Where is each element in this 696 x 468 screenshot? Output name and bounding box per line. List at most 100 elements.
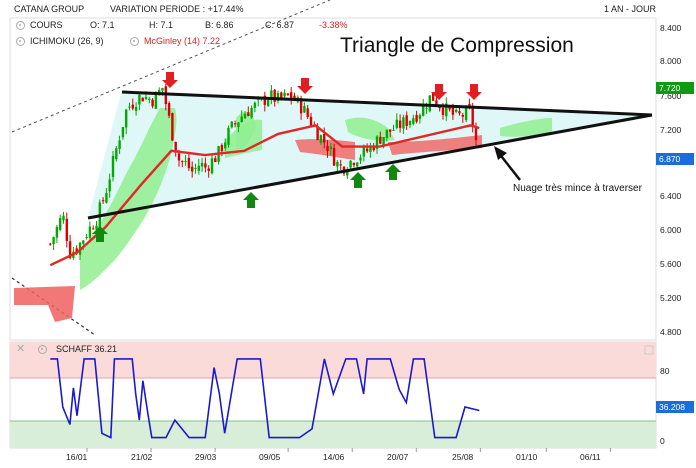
candle-body [418, 115, 422, 119]
cloud-bull [500, 118, 552, 137]
mcginley-line [49, 124, 480, 267]
down-arrow-icon [431, 84, 447, 100]
mcginley-price-tag: 7.720 [656, 82, 694, 94]
gear-icon[interactable] [38, 345, 47, 354]
candle-body [352, 163, 356, 166]
candle-body [379, 136, 382, 144]
x-tick-marks [86, 448, 611, 452]
candle-body [52, 237, 55, 245]
candle-body [382, 136, 385, 146]
candle-body [319, 135, 323, 143]
candle-body [220, 145, 224, 152]
candle-body [181, 161, 184, 163]
candle-body [461, 115, 464, 117]
candle-body [200, 163, 204, 167]
candle-body [59, 218, 62, 230]
price-panel-frame [9, 17, 657, 341]
candle-body [276, 92, 280, 102]
close-icon[interactable]: ✕ [16, 343, 26, 355]
top-arrows [162, 72, 482, 100]
candle-body [451, 107, 455, 115]
candle-body [336, 161, 339, 167]
candle-body [441, 107, 445, 115]
candle-body [243, 113, 247, 119]
candle-body [207, 168, 210, 172]
candle-body [65, 218, 68, 241]
candle-body [177, 153, 181, 161]
candle-body [194, 168, 197, 170]
channel-fill [88, 90, 650, 218]
high-value: H: 7.1 [149, 20, 174, 30]
candle-body [111, 156, 115, 178]
candle-body [471, 106, 474, 127]
ichimoku-label: ICHIMOKU (26, 9) [30, 36, 104, 46]
candle-body [290, 92, 293, 99]
candle-body [306, 108, 309, 117]
schaff-line [50, 358, 480, 439]
candle-body [230, 121, 233, 128]
candle-body [372, 145, 375, 151]
osc-y-tick-label: 0 [660, 436, 665, 446]
candle-body [253, 102, 257, 108]
candle-body [431, 91, 435, 101]
chart-title: Triangle de Compression [340, 34, 574, 57]
triangle-lower-line [87, 113, 653, 220]
candle-body [75, 248, 78, 254]
y-tick-label: 6.000 [660, 225, 682, 235]
candle-body [395, 119, 398, 128]
candle-body [316, 126, 319, 141]
cours-label: COURS [30, 20, 63, 30]
gear-icon[interactable] [130, 37, 139, 46]
candle-body [398, 120, 402, 128]
schaff-label: SCHAFF 36.21 [56, 344, 118, 354]
gear-icon[interactable] [16, 21, 25, 30]
x-tick-label: 25/08 [452, 452, 474, 462]
schaff-value-tag: 36.208 [656, 401, 694, 413]
candle-body [359, 157, 362, 161]
candle-body [214, 158, 217, 163]
candle-body [464, 107, 468, 121]
candle-body [286, 93, 290, 96]
y-tick-label: 7.600 [660, 91, 682, 101]
candle-body [415, 115, 418, 122]
candle-body [101, 200, 105, 202]
candle-body [171, 113, 174, 141]
panel-expand-icon [644, 345, 654, 355]
candle-body [144, 96, 148, 100]
y-tick-label: 4.800 [660, 327, 682, 337]
candle-body [356, 162, 359, 167]
gear-icon[interactable] [16, 37, 25, 46]
candle-body [405, 115, 408, 126]
period-selector[interactable]: 1 AN - JOUR [604, 4, 657, 14]
osc-y-tick-label: 80 [660, 366, 670, 376]
down-arrow-icon [466, 84, 482, 100]
candle-body [283, 92, 286, 97]
candle-body [375, 136, 379, 149]
candle-body [128, 106, 131, 108]
change-value: -3.38% [319, 20, 348, 30]
up-arrow-icon [385, 164, 401, 180]
last-price-tag: 6.870 [656, 153, 694, 165]
y-tick-label: 8.400 [660, 23, 682, 33]
open-value: O: 7.1 [90, 20, 115, 30]
x-tick-label: 21/02 [131, 452, 153, 462]
candle-body [408, 121, 412, 126]
candle-body [125, 109, 128, 128]
candle-body [273, 89, 276, 102]
x-tick-label: 01/10 [516, 452, 538, 462]
up-arrow-icon [243, 192, 259, 208]
up-arrow-icon [92, 226, 108, 242]
candle-body [365, 148, 369, 152]
bottom-arrows [92, 164, 401, 242]
candle-body [362, 146, 365, 157]
candle-body [240, 116, 243, 122]
candle-body [299, 98, 303, 114]
candle-body [428, 95, 431, 112]
cloud-annotation: Nuage très mince à traverser [513, 183, 642, 194]
candle-body [118, 140, 121, 149]
up-arrow-icon [350, 172, 366, 188]
down-arrow-icon [162, 72, 178, 88]
y-tick-label: 6.400 [660, 191, 682, 201]
candle-body [174, 141, 177, 153]
